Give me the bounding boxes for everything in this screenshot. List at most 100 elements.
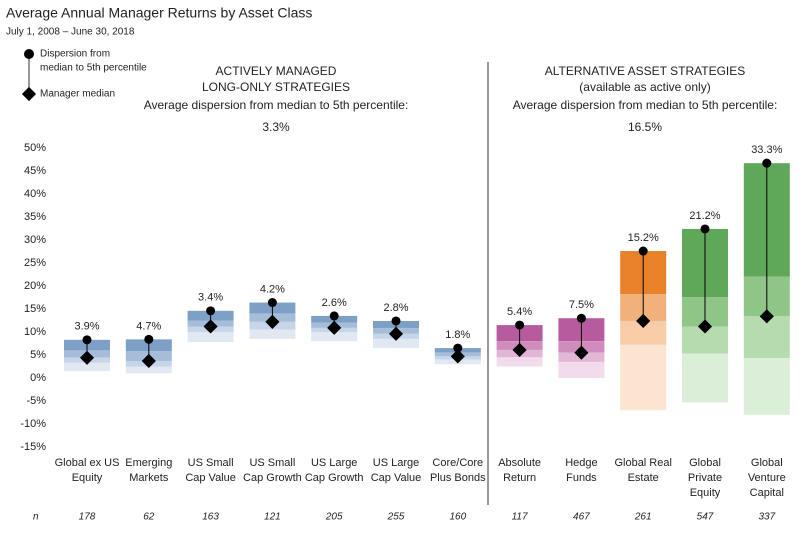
median-diamond: [512, 342, 527, 358]
n-value: 337: [758, 512, 775, 523]
n-value: 117: [512, 512, 528, 523]
y-tick-label: 45%: [24, 165, 46, 177]
box-band: [373, 338, 419, 349]
dispersion-label: 2.8%: [383, 302, 408, 314]
y-tick-label: -5%: [26, 395, 46, 407]
x-tick-label: US Small: [249, 457, 295, 469]
n-value: 62: [143, 512, 155, 523]
x-tick-label: US Large: [311, 457, 357, 469]
legend-dot: [24, 49, 34, 59]
x-tick-label: Global Real: [614, 457, 671, 469]
n-value: 178: [79, 512, 96, 523]
n-value: 205: [325, 512, 343, 523]
legend-label: median to 5th percentile: [40, 63, 147, 74]
dispersion-label: 4.2%: [260, 283, 285, 295]
p5-dot: [700, 224, 710, 234]
y-tick-label: 5%: [30, 349, 46, 361]
panel-average: 3.3%: [262, 120, 290, 134]
n-label: n: [33, 512, 39, 523]
median-diamond: [203, 319, 218, 334]
dispersion-label: 3.9%: [74, 321, 99, 333]
p5-dot: [391, 316, 401, 326]
x-tick-label: Funds: [566, 472, 597, 484]
n-value: 160: [449, 512, 466, 523]
x-tick-label: Hedge: [565, 457, 597, 469]
median-diamond: [388, 326, 404, 341]
p5-dot: [576, 313, 586, 323]
x-tick-label: Cap Growth: [243, 472, 302, 484]
dispersion-label: 5.4%: [507, 306, 532, 318]
x-tick-label: US Large: [373, 457, 419, 469]
legend-label: Dispersion from: [40, 49, 110, 60]
y-tick-label: 0%: [30, 372, 46, 384]
x-tick-label: Private: [688, 472, 722, 484]
dispersion-label: 4.7%: [136, 320, 161, 332]
box-band: [249, 329, 296, 339]
x-tick-label: Global: [751, 457, 783, 469]
panel-heading: ALTERNATIVE ASSET STRATEGIES: [545, 64, 746, 78]
n-value: 467: [573, 512, 590, 523]
x-tick-label: Equity: [690, 487, 721, 499]
x-tick-label: Equity: [72, 472, 103, 484]
y-tick-label: 10%: [24, 326, 46, 338]
y-tick-label: 25%: [24, 257, 46, 269]
n-value: 255: [387, 512, 405, 523]
p5-dot: [453, 343, 463, 353]
x-tick-label: Plus Bonds: [430, 472, 486, 484]
y-tick-label: 35%: [24, 211, 46, 223]
x-tick-label: Global ex US: [55, 457, 120, 469]
box-band: [620, 320, 667, 345]
box-band: [64, 362, 110, 372]
p5-dot: [515, 320, 525, 330]
x-tick-label: Venture: [748, 472, 786, 484]
p5-dot: [82, 335, 92, 345]
y-tick-label: 30%: [24, 234, 46, 246]
n-value: 121: [264, 512, 281, 523]
dispersion-label: 33.3%: [751, 144, 782, 156]
median-diamond: [327, 320, 342, 335]
x-tick-label: US Small: [188, 457, 234, 469]
median-diamond: [697, 319, 713, 334]
p5-dot: [762, 158, 772, 168]
x-tick-label: Core/Core: [432, 457, 483, 469]
p5-dot: [267, 298, 277, 308]
dispersion-label: 2.6%: [322, 297, 347, 309]
box-band: [620, 344, 667, 411]
p5-dot: [329, 311, 339, 321]
x-tick-label: Emerging: [125, 457, 172, 469]
dispersion-label: 1.8%: [445, 329, 470, 341]
dispersion-label: 3.4%: [198, 292, 223, 304]
panel-heading: (available as active only): [579, 80, 710, 94]
chart-title: Average Annual Manager Returns by Asset …: [6, 5, 312, 21]
y-tick-label: 40%: [24, 188, 46, 200]
box-band: [187, 332, 234, 343]
p5-dot: [206, 306, 216, 316]
panel-note: Average dispersion from median to 5th pe…: [513, 98, 778, 112]
box-band: [682, 353, 728, 403]
y-tick-label: -15%: [20, 441, 46, 453]
dispersion-label: 21.2%: [689, 210, 720, 222]
y-tick-label: 20%: [24, 280, 46, 292]
chart-subtitle: July 1, 2008 – June 30, 2018: [6, 27, 135, 38]
legend-diamond: [21, 86, 37, 102]
box-band: [496, 357, 543, 367]
median-diamond: [265, 314, 280, 329]
y-tick-label: 50%: [24, 142, 46, 154]
median-diamond: [79, 350, 95, 365]
n-value: 547: [697, 512, 714, 523]
panel-heading: LONG-ONLY STRATEGIES: [202, 80, 350, 94]
box-band: [125, 366, 172, 374]
x-tick-label: Cap Growth: [305, 472, 364, 484]
y-tick-label: 15%: [24, 303, 46, 315]
median-diamond: [759, 309, 774, 324]
dispersion-label: 7.5%: [569, 299, 594, 311]
x-tick-label: Capital: [750, 487, 784, 499]
panel-heading: ACTIVELY MANAGED: [216, 64, 337, 78]
x-tick-label: Cap Value: [185, 472, 236, 484]
x-tick-label: Return: [503, 472, 536, 484]
median-diamond: [141, 353, 156, 369]
x-tick-label: Cap Value: [371, 472, 422, 484]
dispersion-label: 15.2%: [628, 232, 659, 244]
x-tick-label: Absolute: [498, 457, 541, 469]
